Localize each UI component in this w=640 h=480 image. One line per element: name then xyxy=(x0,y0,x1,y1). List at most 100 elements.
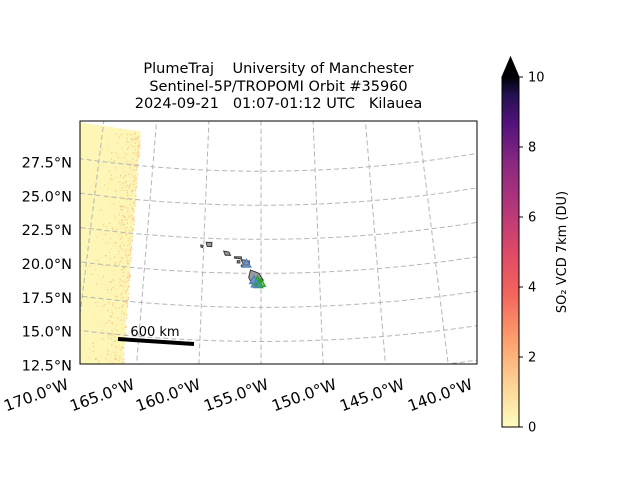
so2-pixel xyxy=(108,143,110,145)
so2-pixel xyxy=(116,142,118,144)
so2-pixel xyxy=(124,292,126,294)
so2-pixel xyxy=(114,296,117,298)
so2-pixel xyxy=(123,216,125,218)
so2-pixel xyxy=(121,187,123,189)
so2-pixel xyxy=(126,226,128,229)
so2-pixel xyxy=(120,369,121,370)
map-area: 600 km xyxy=(80,121,477,418)
so2-pixel xyxy=(128,230,131,232)
so2-pixel xyxy=(136,163,139,165)
so2-pixel xyxy=(119,415,120,416)
so2-pixel xyxy=(131,228,133,230)
so2-pixel xyxy=(109,374,110,375)
so2-pixel xyxy=(113,327,115,329)
latitude-tick-labels: 12.5°N 15.0°N 17.5°N 20.0°N 22.5°N 25.0°N 27.5… xyxy=(22,156,72,375)
so2-pixel xyxy=(126,280,128,282)
so2-pixel xyxy=(114,344,117,346)
so2-pixel xyxy=(123,361,125,363)
so2-pixel xyxy=(130,134,132,136)
so2-pixel xyxy=(131,239,133,241)
so2-pixel xyxy=(109,315,111,317)
so2-pixel xyxy=(139,147,141,149)
so2-pixel xyxy=(122,168,124,170)
so2-pixel xyxy=(136,181,138,184)
so2-pixel xyxy=(97,241,99,243)
graticule xyxy=(80,121,477,364)
so2-pixel xyxy=(124,252,126,254)
so2-pixel xyxy=(130,169,132,172)
so2-pixel xyxy=(106,371,107,372)
so2-pixel xyxy=(110,158,113,160)
so2-pixel xyxy=(126,314,128,316)
so2-pixel xyxy=(93,345,95,347)
so2-pixel xyxy=(134,177,136,180)
so2-pixel xyxy=(111,178,113,180)
so2-pixel xyxy=(124,314,126,316)
so2-pixel xyxy=(125,285,127,287)
so2-pixel xyxy=(123,156,125,158)
so2-pixel xyxy=(92,297,94,299)
so2-pixel xyxy=(120,294,122,296)
so2-pixel xyxy=(135,152,137,155)
so2-pixel xyxy=(118,360,120,362)
so2-pixel xyxy=(127,214,129,217)
lat-tick-label: 20.0°N xyxy=(22,257,72,273)
so2-pixel xyxy=(118,136,120,138)
so2-pixel xyxy=(116,228,118,231)
so2-pixel xyxy=(118,376,119,377)
so2-pixel xyxy=(122,181,124,183)
so2-pixel xyxy=(134,136,136,138)
so2-pixel xyxy=(126,317,128,319)
so2-pixel xyxy=(89,368,90,369)
so2-pixel xyxy=(116,370,117,371)
so2-pixel xyxy=(107,359,109,361)
so2-pixel xyxy=(107,320,109,322)
meridian-gridline xyxy=(136,121,158,364)
so2-pixel xyxy=(134,198,136,200)
so2-pixel xyxy=(123,207,126,209)
so2-pixel xyxy=(125,162,127,164)
so2-pixel xyxy=(130,260,132,262)
so2-pixel xyxy=(99,164,101,166)
so2-pixel xyxy=(126,198,128,200)
so2-pixel xyxy=(132,235,134,237)
so2-pixel xyxy=(120,209,122,211)
parallel-gridline xyxy=(444,359,477,364)
so2-pixel xyxy=(113,171,115,173)
so2-pixel xyxy=(121,361,123,363)
so2-pixel xyxy=(121,373,122,374)
so2-pixel xyxy=(123,212,125,214)
lat-tick-label: 17.5°N xyxy=(22,291,72,307)
so2-pixel xyxy=(126,195,128,197)
so2-pixel xyxy=(85,353,87,355)
so2-pixel xyxy=(115,302,117,304)
so2-pixel xyxy=(128,185,130,187)
so2-pixel xyxy=(132,183,134,185)
so2-pixel xyxy=(112,305,114,307)
so2-pixel xyxy=(133,182,135,184)
so2-pixel xyxy=(122,275,124,277)
so2-pixel xyxy=(113,333,116,335)
so2-pixel xyxy=(131,152,133,154)
so2-pixel xyxy=(137,173,139,175)
so2-pixel xyxy=(106,417,107,418)
so2-pixel xyxy=(116,246,118,248)
so2-pixel xyxy=(119,175,122,177)
so2-pixel xyxy=(105,358,107,360)
so2-pixel xyxy=(126,199,128,202)
so2-pixel xyxy=(129,236,131,238)
so2-pixel xyxy=(134,138,137,140)
so2-pixel xyxy=(96,283,98,285)
so2-pixel xyxy=(121,311,124,313)
so2-pixel xyxy=(124,259,126,261)
so2-pixel xyxy=(122,177,124,179)
so2-pixel xyxy=(134,186,136,188)
so2-pixel xyxy=(107,333,109,335)
so2-pixel xyxy=(119,281,121,284)
so2-pixel xyxy=(105,416,106,417)
lon-tick-label: 165.0°W xyxy=(68,375,138,415)
so2-pixel xyxy=(134,200,136,202)
so2-pixel xyxy=(130,192,132,194)
colorbar-tick-label: 2 xyxy=(528,351,536,366)
colorbar-extend-arrow xyxy=(501,55,520,78)
